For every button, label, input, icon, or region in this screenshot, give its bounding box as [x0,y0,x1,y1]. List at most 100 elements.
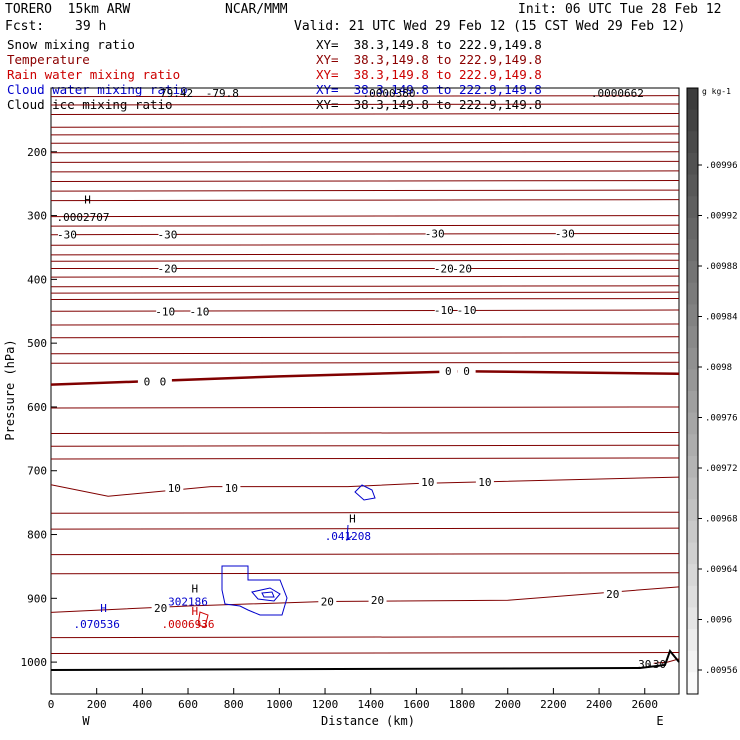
y-tick-label: 600 [27,401,47,414]
contour-label-bg [137,375,156,387]
x-tick-label: 600 [178,698,198,711]
colorbar-swatch [687,607,698,630]
temperature-contour [50,652,680,655]
temperature-contour [50,527,680,530]
colorbar-tick-label: .0096 [705,616,732,626]
y-tick-label: 400 [27,273,47,286]
temperature-contour [50,361,680,364]
contour-label-bg [457,303,476,315]
contour-label: 20 [321,596,334,609]
contour-label-bg [457,365,476,377]
x-tick-label: 200 [87,698,107,711]
colorbar-swatch [687,196,698,219]
contour-label-bg [165,481,184,493]
rain-contour [197,611,209,628]
contour-label: 0 [463,365,470,378]
legend-temperature-xy: XY= 38.3,149.8 to 222.9,149.8 [316,52,542,67]
x-tick-label: 1200 [312,698,339,711]
fcst-label: Fcst: [5,19,45,34]
x-axis-title-group: Distance (km) W E [82,714,663,728]
temperature-contour [50,369,680,386]
org-title: NCAR/MMM [225,2,288,17]
colorbar-tick-label: .00984 [705,313,738,323]
colorbar-tick-label: .00964 [705,565,738,575]
colorbar-swatch [687,542,698,565]
temperature-contour [50,179,680,182]
colorbar-swatch [687,217,698,240]
contour-label-bg [555,227,574,239]
temperature-contour [50,586,680,613]
contour-label-bg [434,303,453,315]
contour-annotation: 302186 [168,596,208,609]
x-tick-label: 1400 [357,698,384,711]
contour-label: -30 [158,229,178,242]
contour-label: -30 [425,227,445,240]
temperature-contour [50,298,680,301]
contour-label-bg [603,587,622,599]
contour-annotation: H [192,605,199,618]
temperature-contour [50,431,680,434]
legend-cloud-water: Cloud water mixing ratio [7,82,188,97]
temperature-contour [50,511,680,514]
colorbar-swatch [687,672,698,695]
contour-label: 10 [225,482,238,495]
legend-cloud-water-xy: XY= 38.3,149.8 to 222.9,149.8 [316,82,542,97]
contour-label: 0 [144,375,151,388]
temperature-contour [50,323,680,326]
ground-line [50,648,680,671]
contour-label-bg [57,228,76,240]
contour-label: 10 [168,482,181,495]
temperature-contour [50,253,680,256]
contour-label: -10 [189,305,209,318]
contour-annotation: .041208 [325,530,371,543]
contour-annotation: .0002707 [56,211,109,224]
rain-contours [197,611,209,628]
temperature-contour [50,224,680,227]
colorbar-swatch [687,477,698,500]
colorbar-swatch [687,564,698,587]
contour-label: -30 [57,229,77,242]
colorbar-swatch [687,88,698,111]
contour-label-bg [635,658,654,670]
contour-label-bg [425,227,444,239]
contour-label: 0 [160,375,167,388]
contour-label: 20 [606,588,619,601]
colorbar-tick-label: .0098 [705,363,732,373]
x-tick-label: 2000 [494,698,521,711]
cloud-water-contour [251,587,281,602]
colorbar-swatch [687,520,698,543]
contour-annotations: H.0002707H.041208H302186H.070536H.000693… [56,87,666,671]
contour-label-bg [368,594,387,606]
colorbar-tick-label: .00976 [705,414,738,424]
temperature-contour [50,553,680,556]
colorbar: g kg-1 .00996 .00992 .00988 .00984 .0098 .0097… [686,87,738,695]
temperature-contour [50,199,680,202]
contour-label: -10 [155,305,175,318]
cloud-water-contour [346,524,353,542]
colorbar-swatch [687,455,698,479]
x-axis: 0 200 400 600 800 1000 1200 1400 1600 1800 2000 220… [48,688,658,711]
x-tick-label: 2600 [631,698,658,711]
y-tick-label: 500 [27,337,47,350]
colorbar-border [686,87,699,695]
cloud-water-contour [354,484,376,501]
colorbar-swatch [687,629,698,652]
contour-label-bg [153,375,172,387]
x-tick-label: 2400 [586,698,613,711]
legend-rain: Rain water mixing ratio [7,67,181,82]
temperature-contour [50,160,680,163]
temperature-contour [50,636,680,639]
colorbar-tick-label: .00972 [705,464,738,474]
valid-time: Valid: 21 UTC Wed 29 Feb 12 (15 CST Wed … [294,19,686,34]
x-tick-label: 800 [224,698,244,711]
temperature-contour [50,444,680,447]
temperature-contour [50,406,680,409]
temperature-contour [50,476,680,497]
colorbar-swatch [687,174,698,197]
colorbar-tick-label: .00988 [705,262,738,272]
y-axis: 200 300 400 500 600 700 800 900 1000 [21,146,57,669]
colorbar-swatch [687,239,698,262]
contour-label: -20 [434,263,454,276]
temperature-contour [50,259,680,262]
